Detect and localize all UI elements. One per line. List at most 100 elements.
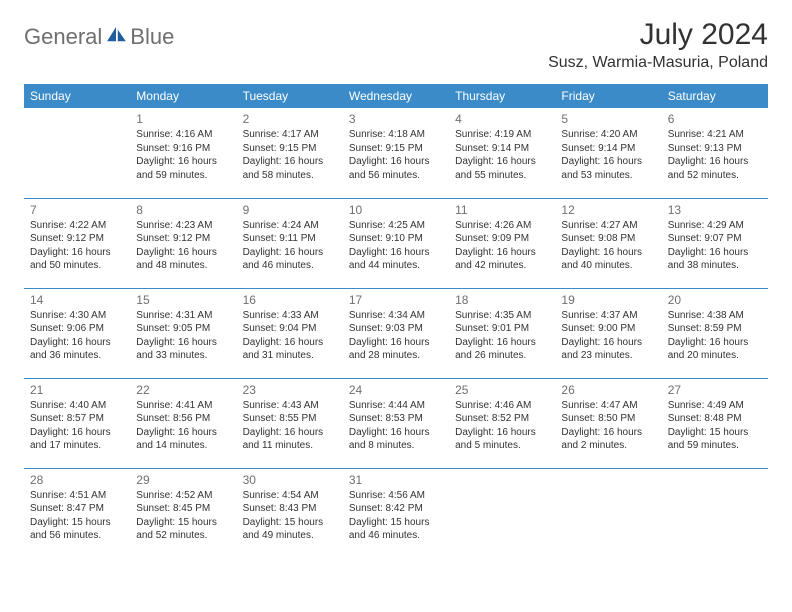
day-number: 21 (30, 383, 124, 397)
daylight-text: Daylight: 16 hours and 59 minutes. (136, 155, 230, 182)
day-number: 1 (136, 112, 230, 126)
daylight-text: Daylight: 16 hours and 33 minutes. (136, 336, 230, 363)
day-number: 9 (243, 203, 337, 217)
sunrise-text: Sunrise: 4:35 AM (455, 309, 549, 323)
day-number: 18 (455, 293, 549, 307)
calendar-day-cell: 26Sunrise: 4:47 AMSunset: 8:50 PMDayligh… (555, 378, 661, 468)
title-block: July 2024 Susz, Warmia-Masuria, Poland (548, 18, 768, 72)
day-header: Thursday (449, 84, 555, 108)
daylight-text: Daylight: 16 hours and 48 minutes. (136, 246, 230, 273)
sunset-text: Sunset: 8:43 PM (243, 502, 337, 516)
sunrise-text: Sunrise: 4:41 AM (136, 399, 230, 413)
sunset-text: Sunset: 9:06 PM (30, 322, 124, 336)
sunset-text: Sunset: 8:53 PM (349, 412, 443, 426)
calendar-day-cell: 4Sunrise: 4:19 AMSunset: 9:14 PMDaylight… (449, 108, 555, 198)
calendar-week-row: 7Sunrise: 4:22 AMSunset: 9:12 PMDaylight… (24, 198, 768, 288)
calendar-day-cell: 23Sunrise: 4:43 AMSunset: 8:55 PMDayligh… (237, 378, 343, 468)
day-number: 30 (243, 473, 337, 487)
sunset-text: Sunset: 8:59 PM (668, 322, 762, 336)
sunrise-text: Sunrise: 4:26 AM (455, 219, 549, 233)
daylight-text: Daylight: 16 hours and 40 minutes. (561, 246, 655, 273)
calendar-day-cell: 15Sunrise: 4:31 AMSunset: 9:05 PMDayligh… (130, 288, 236, 378)
day-number: 28 (30, 473, 124, 487)
sunset-text: Sunset: 9:12 PM (136, 232, 230, 246)
sunrise-text: Sunrise: 4:52 AM (136, 489, 230, 503)
day-number: 10 (349, 203, 443, 217)
day-number: 24 (349, 383, 443, 397)
sunrise-text: Sunrise: 4:21 AM (668, 128, 762, 142)
calendar-day-cell: 21Sunrise: 4:40 AMSunset: 8:57 PMDayligh… (24, 378, 130, 468)
sunset-text: Sunset: 8:57 PM (30, 412, 124, 426)
day-number: 5 (561, 112, 655, 126)
daylight-text: Daylight: 16 hours and 17 minutes. (30, 426, 124, 453)
sunset-text: Sunset: 9:14 PM (455, 142, 549, 156)
calendar-day-cell: 1Sunrise: 4:16 AMSunset: 9:16 PMDaylight… (130, 108, 236, 198)
sunrise-text: Sunrise: 4:54 AM (243, 489, 337, 503)
calendar-day-cell: 20Sunrise: 4:38 AMSunset: 8:59 PMDayligh… (662, 288, 768, 378)
day-number: 26 (561, 383, 655, 397)
daylight-text: Daylight: 16 hours and 46 minutes. (243, 246, 337, 273)
day-number: 12 (561, 203, 655, 217)
day-number: 8 (136, 203, 230, 217)
location-text: Susz, Warmia-Masuria, Poland (548, 54, 768, 72)
sunset-text: Sunset: 8:50 PM (561, 412, 655, 426)
calendar-header-row: SundayMondayTuesdayWednesdayThursdayFrid… (24, 84, 768, 108)
daylight-text: Daylight: 16 hours and 50 minutes. (30, 246, 124, 273)
daylight-text: Daylight: 15 hours and 52 minutes. (136, 516, 230, 543)
sunrise-text: Sunrise: 4:20 AM (561, 128, 655, 142)
day-number: 11 (455, 203, 549, 217)
sunrise-text: Sunrise: 4:44 AM (349, 399, 443, 413)
sunset-text: Sunset: 9:12 PM (30, 232, 124, 246)
sunrise-text: Sunrise: 4:37 AM (561, 309, 655, 323)
calendar-day-cell: 3Sunrise: 4:18 AMSunset: 9:15 PMDaylight… (343, 108, 449, 198)
sunrise-text: Sunrise: 4:31 AM (136, 309, 230, 323)
calendar-blank-cell (662, 468, 768, 558)
calendar-day-cell: 19Sunrise: 4:37 AMSunset: 9:00 PMDayligh… (555, 288, 661, 378)
calendar-day-cell: 30 Sunrise: 4:54 AMSunset: 8:43 PMDayligh… (237, 468, 343, 558)
daylight-text: Daylight: 16 hours and 52 minutes. (668, 155, 762, 182)
calendar-week-row: 14Sunrise: 4:30 AMSunset: 9:06 PMDayligh… (24, 288, 768, 378)
calendar-day-cell: 17Sunrise: 4:34 AMSunset: 9:03 PMDayligh… (343, 288, 449, 378)
day-number: 16 (243, 293, 337, 307)
day-number: 31 (349, 473, 443, 487)
sunrise-text: Sunrise: 4:29 AM (668, 219, 762, 233)
sunset-text: Sunset: 9:11 PM (243, 232, 337, 246)
day-number: 20 (668, 293, 762, 307)
day-number: 3 (349, 112, 443, 126)
calendar-day-cell: 18Sunrise: 4:35 AMSunset: 9:01 PMDayligh… (449, 288, 555, 378)
calendar-day-cell: 7 Sunrise: 4:22 AMSunset: 9:12 PMDaylight… (24, 198, 130, 288)
sunrise-text: Sunrise: 4:19 AM (455, 128, 549, 142)
day-number: 7 (30, 203, 124, 217)
sunrise-text: Sunrise: 4:56 AM (349, 489, 443, 503)
sunset-text: Sunset: 9:05 PM (136, 322, 230, 336)
sunset-text: Sunset: 9:03 PM (349, 322, 443, 336)
calendar-day-cell: 27Sunrise: 4:49 AMSunset: 8:48 PMDayligh… (662, 378, 768, 468)
sunrise-text: Sunrise: 4:43 AM (243, 399, 337, 413)
calendar-day-cell: 12Sunrise: 4:27 AMSunset: 9:08 PMDayligh… (555, 198, 661, 288)
calendar-day-cell: 2Sunrise: 4:17 AMSunset: 9:15 PMDaylight… (237, 108, 343, 198)
daylight-text: Daylight: 16 hours and 2 minutes. (561, 426, 655, 453)
calendar-week-row: 1Sunrise: 4:16 AMSunset: 9:16 PMDaylight… (24, 108, 768, 198)
calendar-body: 1Sunrise: 4:16 AMSunset: 9:16 PMDaylight… (24, 108, 768, 558)
daylight-text: Daylight: 16 hours and 28 minutes. (349, 336, 443, 363)
daylight-text: Daylight: 16 hours and 31 minutes. (243, 336, 337, 363)
day-number: 6 (668, 112, 762, 126)
sunset-text: Sunset: 8:56 PM (136, 412, 230, 426)
sunset-text: Sunset: 9:04 PM (243, 322, 337, 336)
daylight-text: Daylight: 16 hours and 26 minutes. (455, 336, 549, 363)
daylight-text: Daylight: 16 hours and 53 minutes. (561, 155, 655, 182)
day-header: Saturday (662, 84, 768, 108)
sail-icon (105, 27, 127, 43)
day-header: Monday (130, 84, 236, 108)
sunrise-text: Sunrise: 4:51 AM (30, 489, 124, 503)
daylight-text: Daylight: 15 hours and 49 minutes. (243, 516, 337, 543)
sunrise-text: Sunrise: 4:22 AM (30, 219, 124, 233)
daylight-text: Daylight: 15 hours and 46 minutes. (349, 516, 443, 543)
day-number: 2 (243, 112, 337, 126)
calendar-table: SundayMondayTuesdayWednesdayThursdayFrid… (24, 84, 768, 558)
calendar-day-cell: 24Sunrise: 4:44 AMSunset: 8:53 PMDayligh… (343, 378, 449, 468)
sunset-text: Sunset: 9:09 PM (455, 232, 549, 246)
daylight-text: Daylight: 16 hours and 11 minutes. (243, 426, 337, 453)
sunrise-text: Sunrise: 4:24 AM (243, 219, 337, 233)
brand-text-1: General (24, 24, 102, 50)
